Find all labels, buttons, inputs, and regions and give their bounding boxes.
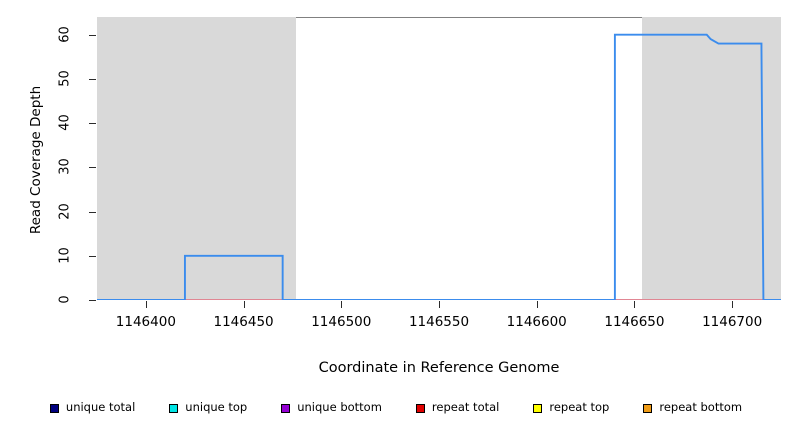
y-tick-mark — [89, 255, 96, 257]
y-tick-label: 50 — [57, 70, 73, 87]
x-tick-mark — [634, 301, 636, 308]
chart-legend: unique total unique top unique bottom repea… — [0, 398, 792, 418]
series-unique-total — [97, 33, 781, 300]
y-tick-mark — [89, 123, 96, 125]
y-tick-label: 60 — [57, 25, 73, 43]
x-tick-label: 1146700 — [702, 314, 763, 330]
y-tick-mark — [89, 167, 96, 169]
legend-label: unique bottom — [297, 400, 382, 415]
coverage-series-layer — [97, 33, 781, 300]
legend-item: unique total — [49, 400, 136, 415]
legend-swatch-icon — [169, 403, 179, 413]
legend-swatch-icon — [49, 403, 59, 413]
x-axis-title: Coordinate in Reference Genome — [318, 360, 560, 376]
legend-swatch-icon — [281, 403, 291, 413]
legend-label: unique total — [65, 400, 136, 415]
x-tick-label: 1146450 — [213, 314, 274, 330]
x-tick-mark — [732, 301, 734, 308]
y-tick-mark — [89, 34, 96, 36]
y-axis-title: Read Coverage Depth — [28, 85, 44, 235]
y-tick-label: 10 — [57, 247, 73, 264]
y-tick-label: 30 — [57, 158, 73, 176]
legend-label: repeat top — [549, 400, 610, 415]
x-tick-label: 1146550 — [408, 314, 470, 330]
legend-label: unique top — [185, 400, 248, 415]
legend-item: repeat top — [533, 402, 609, 414]
y-tick-mark — [89, 300, 96, 301]
x-tick-mark — [536, 301, 538, 308]
repeat-region-left — [97, 17, 297, 300]
y-tick-label: 20 — [57, 202, 73, 220]
x-tick-label: 1146650 — [604, 314, 665, 330]
repeat-region-right — [642, 17, 781, 300]
legend-label: repeat total — [431, 400, 500, 415]
y-tick-label: 40 — [57, 114, 73, 131]
x-tick-mark — [439, 301, 440, 308]
legend-swatch-icon — [643, 403, 653, 413]
legend-swatch-icon — [415, 403, 425, 413]
legend-item: unique bottom — [281, 402, 382, 414]
x-tick-mark — [243, 301, 245, 308]
plot-area — [97, 17, 781, 300]
x-tick-label: 1146600 — [506, 314, 567, 330]
plot-top-border — [97, 17, 781, 18]
y-tick-mark — [89, 211, 96, 213]
y-tick-mark — [89, 78, 96, 80]
x-tick-label: 1146500 — [311, 314, 372, 330]
legend-label: repeat bottom — [659, 400, 743, 415]
x-tick-mark — [341, 301, 343, 308]
x-tick-mark — [145, 301, 147, 308]
x-tick-label: 1146400 — [115, 314, 176, 330]
legend-swatch-icon — [533, 403, 543, 413]
y-tick-label: 0 — [57, 295, 73, 304]
legend-item: repeat bottom — [643, 402, 742, 414]
legend-item: repeat total — [415, 400, 500, 415]
legend-item: unique top — [169, 402, 247, 414]
